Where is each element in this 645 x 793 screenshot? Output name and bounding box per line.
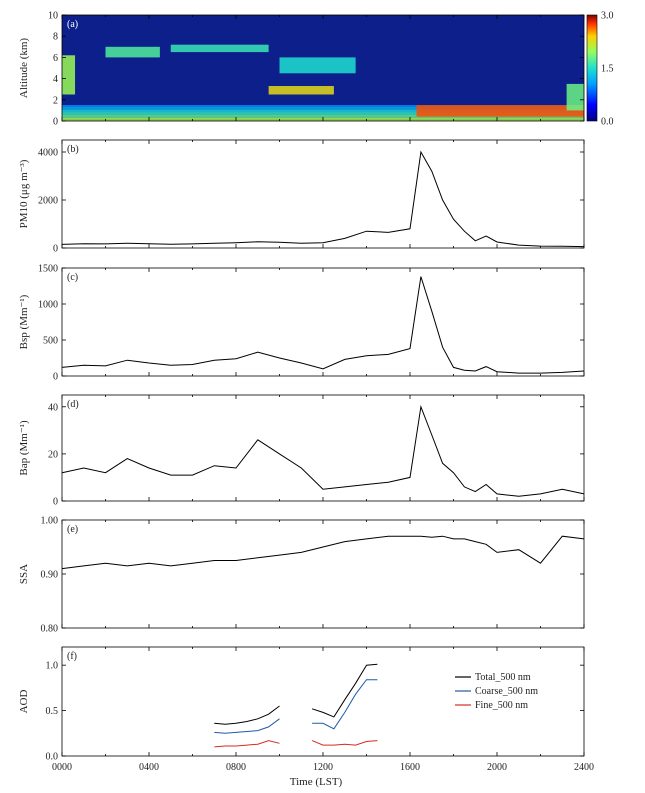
y-tick-label: 6 <box>53 53 58 64</box>
heatmap-cell <box>62 111 584 114</box>
y-axis-title: SSA <box>18 564 30 584</box>
y-tick-label: 0 <box>53 117 58 128</box>
x-tick-label: 0000 <box>52 762 72 773</box>
legend-entry: Fine_500 nm <box>475 700 528 711</box>
plot-frame <box>61 139 585 249</box>
heatmap-feature <box>170 44 269 53</box>
series-line-1 <box>214 663 378 725</box>
colorbar-tick-label: 1.5 <box>601 64 614 75</box>
y-tick-label: 0.80 <box>41 624 59 635</box>
x-axis-title: Time (LST) <box>290 776 343 788</box>
y-axis-title: Bap (Mm⁻¹) <box>18 420 30 476</box>
series-line-2 <box>214 679 378 734</box>
plot-frame <box>61 519 585 629</box>
y-tick-label: 2000 <box>38 196 58 207</box>
y-axis-title: AOD <box>18 690 30 714</box>
y-tick-label: 0.90 <box>41 570 59 581</box>
heatmap-feature <box>279 57 356 74</box>
heatmap-cell <box>62 106 584 109</box>
y-tick-label: 8 <box>53 32 58 43</box>
plot-frame <box>61 394 585 502</box>
panel-label: (e) <box>67 524 78 535</box>
panel-b: 0 2000 4000 PM10 (μg m⁻³) (b) <box>18 139 585 255</box>
y-axis-title: Altitude (km) <box>18 38 30 99</box>
y-tick-label: 1.00 <box>41 516 59 527</box>
y-tick-label: 20 <box>48 449 58 460</box>
y-tick-label: 500 <box>43 336 58 347</box>
y-axis-title: Bsp (Mm⁻¹) <box>18 294 30 349</box>
panel-label: (b) <box>67 144 79 155</box>
y-tick-label: 40 <box>48 402 58 413</box>
heatmap-feature <box>566 83 584 111</box>
heatmap-cell <box>62 113 584 115</box>
panel-f: 0.0 0.5 1.0 0000 0400 0800 1200 1600 2000 2400 AOD… <box>18 646 594 773</box>
x-tick-label: 0800 <box>226 762 246 773</box>
y-tick-label: 0.0 <box>46 752 59 763</box>
heatmap-feature <box>105 46 160 58</box>
colorbar <box>586 14 598 122</box>
x-tick-label: 2400 <box>574 762 594 773</box>
y-tick-label: 10 <box>48 11 58 22</box>
y-tick-label: 4000 <box>38 148 58 159</box>
colorbar-tick-label: 0.0 <box>601 117 614 128</box>
panel-a: 0.0 1.5 3.0 0 2 4 6 8 10 Altitude (km) (a) <box>18 11 614 128</box>
y-tick-label: 1500 <box>38 264 58 275</box>
legend-entry: Coarse_500 nm <box>475 686 538 697</box>
x-tick-label: 0400 <box>139 762 159 773</box>
y-axis-title: PM10 (μg m⁻³) <box>18 159 30 228</box>
panel-label: (d) <box>67 399 79 410</box>
heatmap-cell <box>62 114 584 117</box>
heatmap-feature <box>416 105 584 117</box>
y-tick-label: 2 <box>53 95 58 106</box>
heatmap-cell <box>62 109 584 112</box>
series-line-3 <box>214 740 378 748</box>
colorbar-tick-label: 3.0 <box>601 11 614 22</box>
heatmap-cell <box>62 108 584 110</box>
panel-label: (a) <box>67 19 78 30</box>
heatmap-feature <box>62 55 76 95</box>
y-tick-label: 1.0 <box>46 661 59 672</box>
panel-d: 0 20 40 Bap (Mm⁻¹) (d) <box>18 394 585 508</box>
heatmap-cell <box>62 105 584 107</box>
y-tick-label: 1000 <box>38 300 58 311</box>
x-tick-label: 1200 <box>313 762 333 773</box>
x-tick-label: 1600 <box>400 762 420 773</box>
x-tick-label: 2000 <box>487 762 507 773</box>
y-tick-label: 0 <box>53 244 58 255</box>
panel-label: (f) <box>67 651 77 662</box>
panel-e: 0.80 0.90 1.00 SSA (e) <box>18 516 585 635</box>
panel-c: 0 500 1000 1500 Bsp (Mm⁻¹) (c) <box>18 264 585 383</box>
y-tick-label: 0.5 <box>46 706 59 717</box>
series-line <box>61 150 585 248</box>
legend-entry: Total_500 nm <box>475 672 531 683</box>
y-tick-label: 4 <box>53 74 58 85</box>
series-line <box>61 276 585 374</box>
panel-label: (c) <box>67 272 78 283</box>
y-tick-label: 0 <box>53 497 58 508</box>
y-tick-label: 0 <box>53 372 58 383</box>
series-line <box>61 404 585 497</box>
heatmap-feature <box>268 86 334 95</box>
plot-frame <box>61 267 585 377</box>
series-line <box>61 535 585 570</box>
